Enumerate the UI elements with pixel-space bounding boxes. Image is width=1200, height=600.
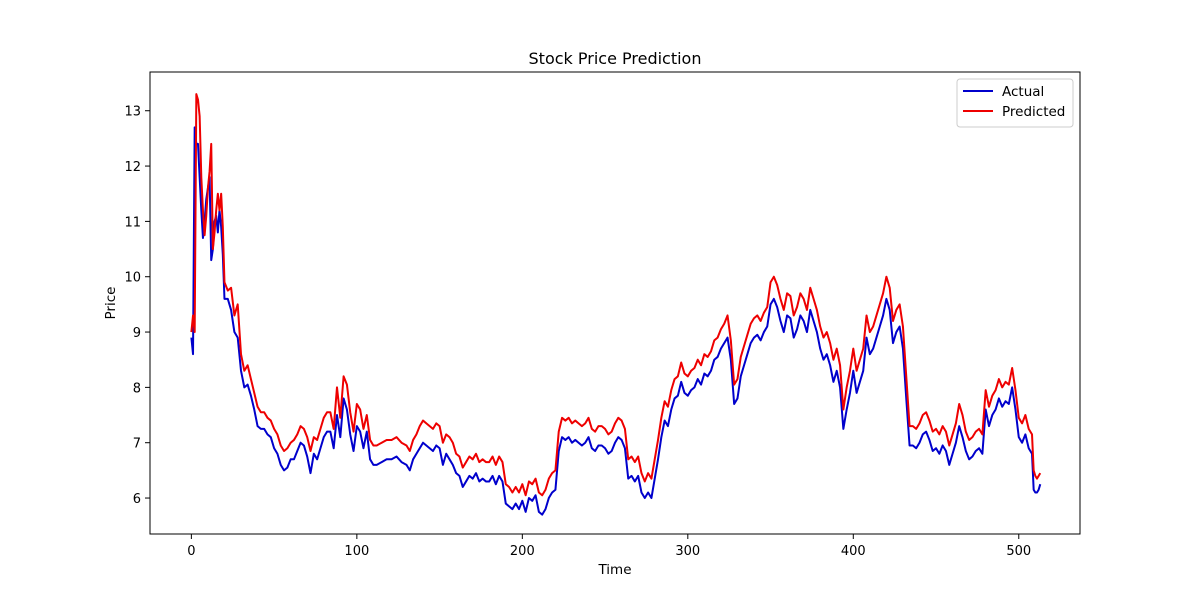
legend: Actual Predicted	[956, 78, 1074, 128]
chart-title: Stock Price Prediction	[529, 49, 702, 68]
x-tick-label: 0	[187, 544, 195, 559]
series-line-actual	[190, 126, 1042, 516]
y-tick-label: 12	[124, 160, 141, 175]
x-tick-label: 100	[344, 544, 369, 559]
series-layer	[190, 93, 1042, 516]
x-tick-label: 200	[510, 544, 535, 559]
y-axis-title: Price	[103, 287, 119, 320]
y-tick-label: 7	[133, 437, 141, 452]
y-tick-label: 13	[124, 105, 141, 120]
y-axis: 6 7 8 9 10 11 12 13	[124, 105, 150, 507]
y-tick-label: 10	[124, 271, 141, 286]
x-axis-title: Time	[597, 562, 631, 578]
y-tick-label: 6	[133, 492, 141, 507]
x-axis: 0 100 200 300 400 500	[187, 534, 1031, 559]
y-tick-label: 11	[124, 215, 141, 230]
x-tick-label: 400	[841, 544, 866, 559]
legend-label-predicted: Predicted	[1002, 104, 1065, 120]
y-tick-label: 9	[133, 326, 141, 341]
legend-label-actual: Actual	[1002, 84, 1044, 100]
y-tick-label: 8	[133, 381, 141, 396]
series-line-predicted	[190, 93, 1042, 497]
x-tick-label: 300	[675, 544, 700, 559]
plot-area-frame	[149, 71, 1081, 535]
x-tick-label: 500	[1006, 544, 1031, 559]
